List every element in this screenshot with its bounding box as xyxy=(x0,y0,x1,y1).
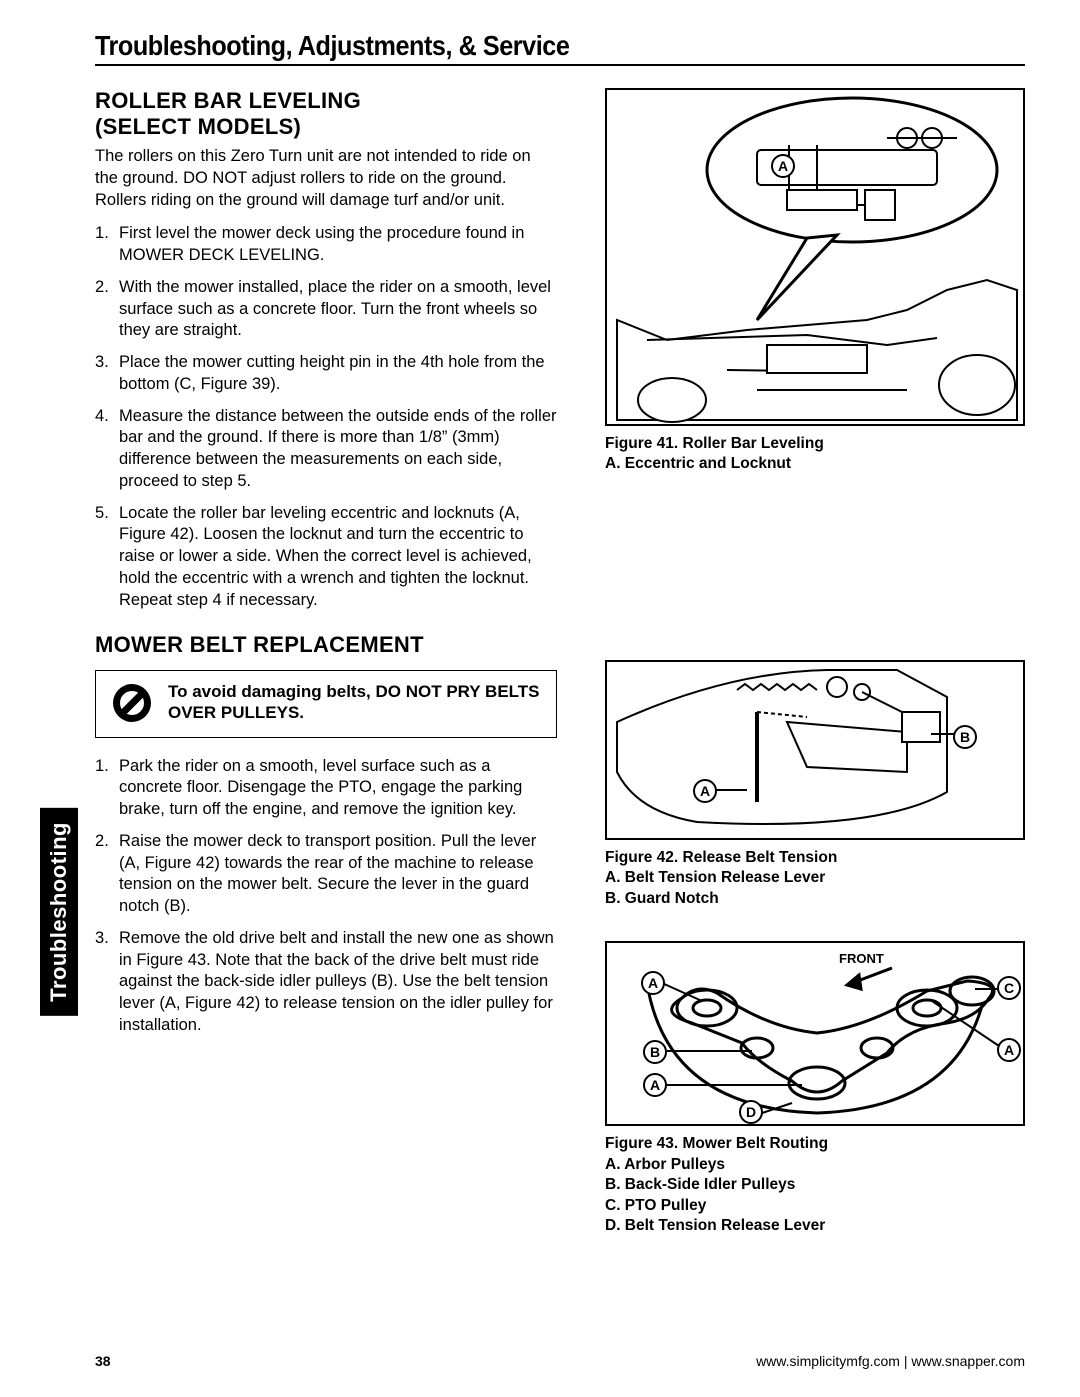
footer: 38 www.simplicitymfg.com | www.snapper.c… xyxy=(95,1353,1025,1369)
list-item: Measure the distance between the outside… xyxy=(95,406,557,493)
figure-41-caption: Figure 41. Roller Bar Leveling A. Eccent… xyxy=(605,434,1025,475)
section2-heading: MOWER BELT REPLACEMENT xyxy=(95,632,557,658)
figure-43-caption: Figure 43. Mower Belt Routing A. Arbor P… xyxy=(605,1134,1025,1236)
caption-line: B. Back-Side Idler Pulleys xyxy=(605,1175,1025,1195)
caption-line: A. Arbor Pulleys xyxy=(605,1155,1025,1175)
callout-a: A xyxy=(693,779,717,803)
figure-42: A B xyxy=(605,660,1025,840)
list-item: With the mower installed, place the ride… xyxy=(95,277,557,342)
list-item: First level the mower deck using the pro… xyxy=(95,223,557,267)
section1-steps: First level the mower deck using the pro… xyxy=(95,223,557,611)
figure-41-svg xyxy=(607,90,1025,426)
front-label: FRONT xyxy=(839,951,884,966)
page-number: 38 xyxy=(95,1353,111,1369)
caption-line: B. Guard Notch xyxy=(605,889,1025,909)
section1-heading-text: ROLLER BAR LEVELING(SELECT MODELS) xyxy=(95,88,361,139)
section1-intro: The rollers on this Zero Turn unit are n… xyxy=(95,146,557,211)
caption-line: Figure 42. Release Belt Tension xyxy=(605,848,1025,868)
section2-steps: Park the rider on a smooth, level surfac… xyxy=(95,756,557,1037)
footer-urls: www.simplicitymfg.com | www.snapper.com xyxy=(756,1353,1025,1369)
callout-b: B xyxy=(953,725,977,749)
figure-42-caption: Figure 42. Release Belt Tension A. Belt … xyxy=(605,848,1025,909)
caption-line: A. Eccentric and Locknut xyxy=(605,454,1025,474)
warning-box: To avoid damaging belts, DO NOT PRY BELT… xyxy=(95,670,557,738)
right-column: A Figure 41. Roller Bar Leveling A. Ecce… xyxy=(605,88,1025,1237)
figure-41: A xyxy=(605,88,1025,426)
list-item: Park the rider on a smooth, level surfac… xyxy=(95,756,557,821)
list-item: Remove the old drive belt and install th… xyxy=(95,928,557,1037)
page-title: Troubleshooting, Adjustments, & Service xyxy=(95,30,1025,66)
warning-text: To avoid damaging belts, DO NOT PRY BELT… xyxy=(168,681,542,725)
side-tab: Troubleshooting xyxy=(40,808,78,1016)
caption-line: A. Belt Tension Release Lever xyxy=(605,868,1025,888)
content-area: ROLLER BAR LEVELING(SELECT MODELS) The r… xyxy=(95,88,1025,1237)
list-item: Raise the mower deck to transport positi… xyxy=(95,831,557,918)
callout-a: A xyxy=(771,154,795,178)
list-item: Locate the roller bar leveling eccentric… xyxy=(95,503,557,612)
list-item: Place the mower cutting height pin in th… xyxy=(95,352,557,396)
caption-line: D. Belt Tension Release Lever xyxy=(605,1216,1025,1236)
caption-line: Figure 43. Mower Belt Routing xyxy=(605,1134,1025,1154)
caption-line: C. PTO Pulley xyxy=(605,1196,1025,1216)
figure-42-svg xyxy=(607,662,1025,840)
figure-43: FRONT A C A B A D xyxy=(605,941,1025,1126)
figure-43-svg xyxy=(607,943,1025,1126)
section1-heading: ROLLER BAR LEVELING(SELECT MODELS) xyxy=(95,88,557,140)
left-column: ROLLER BAR LEVELING(SELECT MODELS) The r… xyxy=(95,88,557,1237)
caption-line: Figure 41. Roller Bar Leveling xyxy=(605,434,1025,454)
prohibit-icon xyxy=(110,681,154,725)
page-title-text: Troubleshooting, Adjustments, & Service xyxy=(95,30,569,62)
